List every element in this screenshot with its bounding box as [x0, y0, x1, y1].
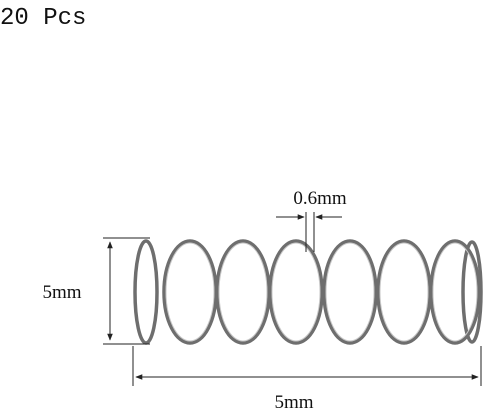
length-label: 5mm [274, 392, 313, 411]
spring [133, 239, 483, 345]
title: 20 Pcs [0, 5, 86, 32]
height-dimension: 5mm [42, 237, 150, 345]
wire-label: 0.6mm [293, 188, 347, 209]
length-dimension: 5mm [132, 346, 482, 411]
wire-dimension: 0.6mm [276, 188, 347, 252]
height-label: 5mm [42, 282, 81, 303]
